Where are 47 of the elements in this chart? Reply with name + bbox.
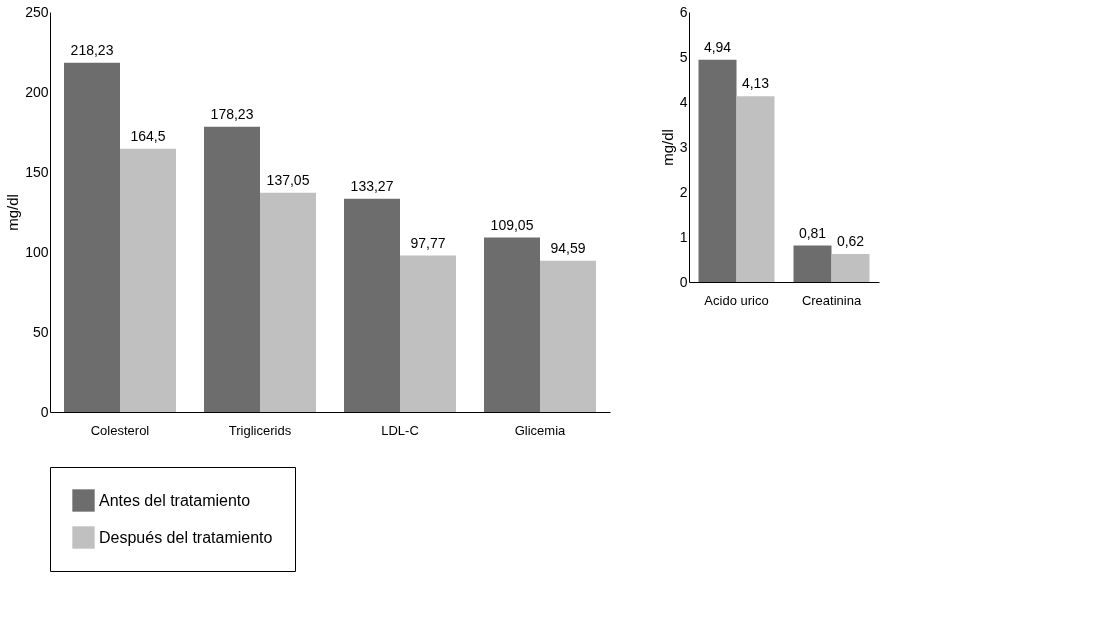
y-tick-label: 6 — [679, 3, 688, 20]
data-label: 164,5 — [130, 127, 166, 144]
x-tick-label: Glicemia — [514, 422, 567, 438]
bar — [698, 59, 737, 282]
data-label: 4,13 — [741, 75, 770, 92]
data-label: 137,05 — [266, 171, 310, 188]
x-tick-label: Triglicerids — [228, 422, 292, 438]
y-tick-label: 250 — [25, 3, 49, 20]
bar — [64, 62, 120, 412]
bar — [831, 254, 870, 282]
y-axis-title: mg/dl — [658, 129, 676, 166]
y-tick-label: 1 — [679, 228, 688, 245]
x-tick-label: Acido urico — [704, 292, 769, 308]
y-tick-label: 150 — [25, 163, 49, 180]
data-label: 109,05 — [490, 216, 534, 233]
bar — [204, 126, 260, 412]
data-label: 94,59 — [550, 239, 586, 256]
x-tick-label: Creatinina — [801, 292, 862, 308]
x-tick-label: LDL-C — [381, 422, 419, 438]
data-label: 133,27 — [350, 177, 394, 194]
bar — [736, 96, 775, 282]
bar — [793, 245, 832, 282]
bar — [344, 198, 400, 412]
data-label: 4,94 — [703, 38, 732, 55]
data-label: 97,77 — [410, 234, 446, 251]
bar — [400, 255, 456, 412]
y-tick-label: 2 — [679, 183, 688, 200]
y-tick-label: 4 — [679, 93, 688, 110]
data-label: 0,62 — [836, 233, 865, 250]
bar — [120, 148, 176, 412]
bar — [260, 192, 316, 412]
bar — [484, 237, 540, 412]
data-label: 0,81 — [798, 224, 827, 241]
legend-label: Antes del tratamiento — [99, 491, 251, 509]
data-label: 218,23 — [70, 41, 114, 58]
bar — [540, 260, 596, 412]
y-tick-label: 0 — [679, 273, 688, 290]
legend-label: Después del tratamiento — [99, 528, 273, 546]
y-tick-label: 50 — [32, 323, 49, 340]
y-tick-label: 100 — [25, 243, 49, 260]
y-axis-title: mg/dl — [4, 194, 22, 231]
y-tick-label: 0 — [40, 403, 49, 420]
y-tick-label: 5 — [679, 48, 688, 65]
y-tick-label: 3 — [679, 138, 688, 155]
x-tick-label: Colesterol — [90, 422, 150, 438]
y-tick-label: 200 — [25, 83, 49, 100]
data-label: 178,23 — [210, 105, 254, 122]
